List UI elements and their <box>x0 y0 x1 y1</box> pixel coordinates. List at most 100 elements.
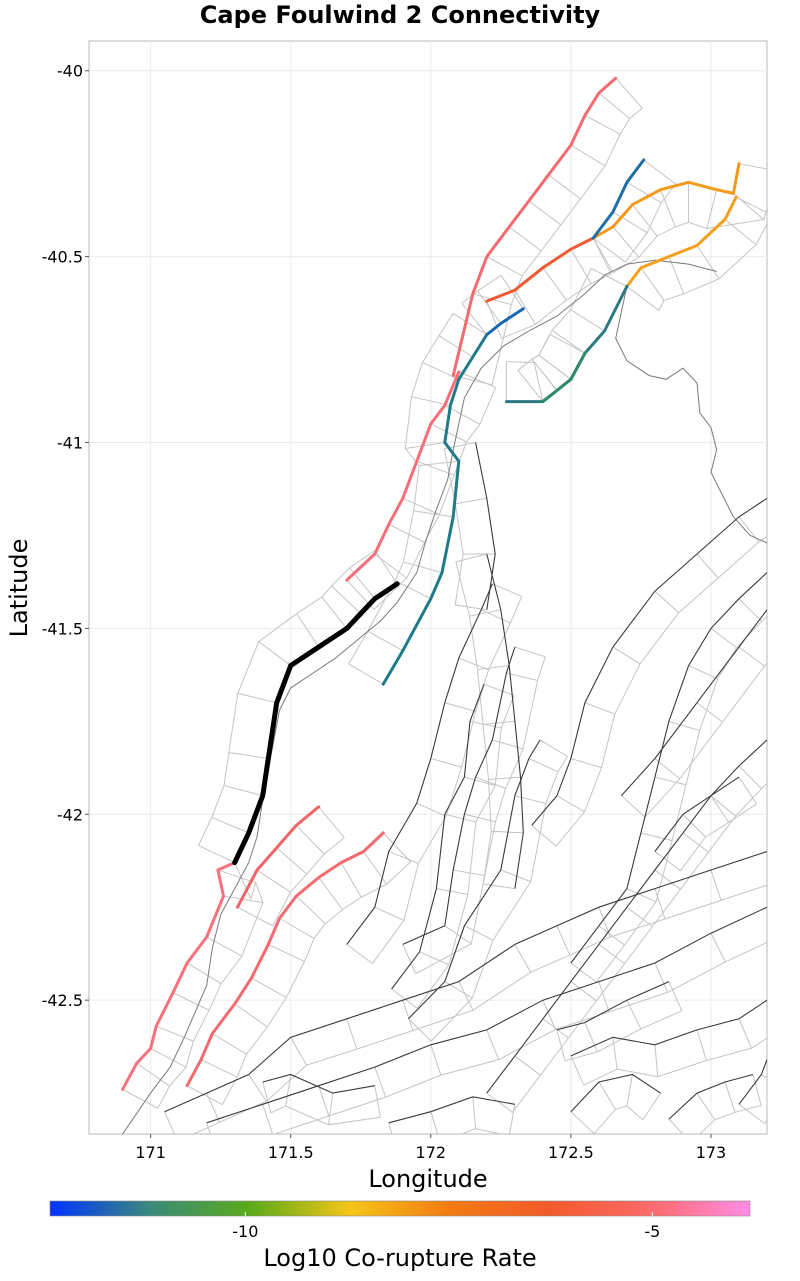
fault-trace <box>620 609 767 797</box>
mesh-rib <box>549 333 586 354</box>
fault-trace <box>654 776 740 852</box>
mesh-rib <box>570 144 606 167</box>
fault-trace <box>738 1059 767 1105</box>
x-tick-label: 171 <box>135 1143 166 1162</box>
mesh-rib <box>612 211 648 234</box>
mesh-rib <box>696 1029 707 1061</box>
mesh-rib <box>766 572 767 574</box>
mesh-rib <box>295 825 325 855</box>
target-fault <box>232 581 400 866</box>
fault-trace <box>262 1073 375 1094</box>
mesh-rib <box>696 553 719 579</box>
mesh-rib <box>430 758 462 768</box>
mesh-rib <box>724 1081 736 1113</box>
mesh-rib <box>248 1074 267 1102</box>
mesh-rib <box>234 1003 268 1028</box>
mesh-rib <box>766 498 767 500</box>
mesh-rib <box>416 460 455 476</box>
fault-trace <box>556 981 670 1031</box>
mesh-rib <box>388 850 419 864</box>
mesh-rib <box>668 720 700 732</box>
mesh-rib <box>620 795 646 818</box>
mesh-rib <box>403 561 443 574</box>
mesh-outline <box>198 550 376 846</box>
mesh-rib <box>419 460 459 467</box>
mesh-rib <box>612 646 641 665</box>
mesh-rib <box>533 362 544 402</box>
mesh-rib <box>374 906 405 921</box>
mesh-rib <box>346 943 373 965</box>
mesh-rib <box>258 641 292 666</box>
mesh-rib <box>444 702 476 712</box>
mesh-rib <box>394 580 432 600</box>
mesh-rib <box>477 290 502 324</box>
mesh-rib <box>455 553 487 563</box>
mesh-rib <box>388 523 425 543</box>
mesh-rib <box>766 1059 767 1061</box>
mesh-rib <box>626 1074 634 1107</box>
mesh-rib <box>348 663 384 685</box>
mesh-rib <box>752 1074 762 1106</box>
mesh-rib <box>528 200 562 226</box>
mesh-rib <box>164 1111 176 1134</box>
mesh-rib <box>256 869 291 893</box>
mesh-rib <box>514 646 546 658</box>
mesh-rib <box>570 309 605 332</box>
fault-trace <box>570 1073 661 1113</box>
mesh-rib <box>542 999 556 1030</box>
fault-trace <box>486 739 767 1094</box>
mesh-outline <box>270 1105 381 1126</box>
x-axis-ticks: 171 171.5 172 172.5 173 <box>135 1134 726 1162</box>
mesh-rib <box>682 832 709 853</box>
mesh-rib <box>318 877 344 910</box>
mesh-rib <box>598 1081 616 1110</box>
mesh-rib <box>668 1118 684 1134</box>
mesh-rib <box>444 813 476 823</box>
mesh-rib <box>668 981 683 1012</box>
mesh-rib <box>172 992 210 1011</box>
mesh-rib <box>688 665 718 680</box>
mesh-outline <box>371 596 523 964</box>
connected-faults <box>121 76 741 1091</box>
mesh-rib <box>654 851 681 872</box>
mesh-outline <box>593 1105 644 1134</box>
mesh-rib <box>186 962 222 985</box>
mesh-rib <box>367 630 404 652</box>
mesh-rib <box>477 665 510 671</box>
mesh-rib <box>626 181 662 204</box>
mesh-outline <box>644 662 767 818</box>
mesh-rib <box>458 981 474 1011</box>
mesh-rib <box>640 267 665 301</box>
mesh-rib <box>491 830 524 834</box>
mesh-rib <box>598 92 631 119</box>
mesh-outline <box>624 183 677 263</box>
mesh-rib <box>279 917 315 939</box>
mesh-rib <box>724 219 757 246</box>
mesh-rib <box>626 999 642 1030</box>
mesh-rib <box>710 869 722 901</box>
y-tick-label: -41.5 <box>42 619 83 638</box>
fault-trace <box>531 497 767 826</box>
mesh-rib <box>612 226 640 258</box>
mesh-rib <box>198 845 235 864</box>
mesh-rib <box>413 510 454 518</box>
mesh-rib <box>200 1059 238 1078</box>
colorbar-ticks: -10 -5 <box>232 1212 660 1241</box>
mesh-rib <box>262 1081 272 1114</box>
mesh-rib <box>710 795 730 823</box>
target-fault-trace <box>232 581 400 866</box>
mesh-rib <box>340 862 362 898</box>
mesh-rib <box>590 267 628 287</box>
mesh-rib <box>570 1055 585 1086</box>
mesh-outline <box>512 782 767 1113</box>
mesh-rib <box>234 862 252 900</box>
mesh-rib <box>668 256 685 294</box>
mesh-outline <box>461 274 502 304</box>
fault-trace <box>475 442 496 610</box>
mesh-outline <box>430 756 568 1042</box>
y-tick-label: -40 <box>57 62 83 81</box>
mesh-rib <box>391 988 418 1009</box>
y-tick-label: -42 <box>57 805 83 824</box>
mesh-rib <box>217 869 256 884</box>
